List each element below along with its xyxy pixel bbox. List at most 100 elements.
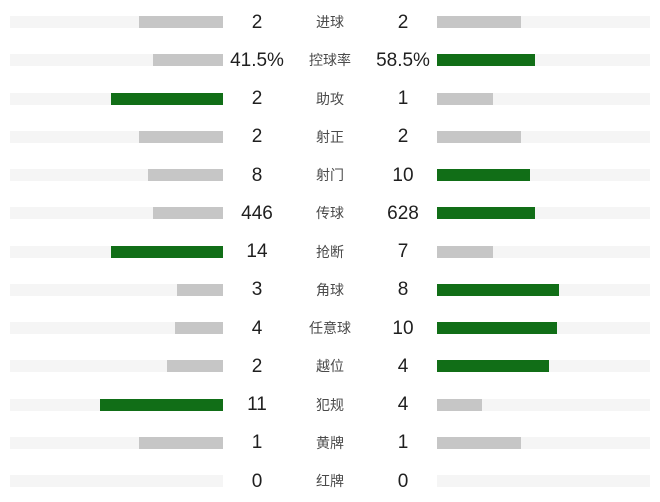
home-stat-value: 1 — [251, 432, 263, 454]
away-bar-fill — [437, 245, 493, 258]
away-stat-value: 1 — [397, 432, 409, 454]
stat-row: 2 助攻 1 — [0, 80, 660, 118]
stat-row: 1 黄牌 1 — [0, 424, 660, 462]
home-stat-value: 2 — [251, 88, 263, 110]
away-bar-track — [437, 245, 650, 258]
home-stat-value: 11 — [247, 394, 267, 416]
away-bar-track — [437, 322, 650, 335]
away-bar-track — [437, 398, 650, 411]
stat-row: 14 抢断 7 — [0, 233, 660, 271]
away-stat-value: 1 — [397, 88, 409, 110]
home-stat-value: 41.5% — [230, 49, 284, 71]
home-stat-value: 4 — [251, 317, 263, 339]
stat-label: 抢断 — [316, 243, 344, 260]
away-bar-fill — [437, 54, 535, 67]
stat-label: 角球 — [316, 281, 344, 298]
home-bar-track — [10, 283, 223, 296]
stat-row: 8 射门 10 — [0, 156, 660, 194]
home-bar-fill — [175, 322, 223, 335]
home-bar-track — [10, 169, 223, 182]
stat-label: 传球 — [316, 205, 344, 222]
away-stat-value: 4 — [397, 394, 409, 416]
home-bar-track — [10, 436, 223, 449]
away-bar-fill — [437, 436, 521, 449]
away-bar-fill — [437, 130, 521, 143]
away-bar-track — [437, 436, 650, 449]
home-bar-track — [10, 16, 223, 29]
home-stat-value: 2 — [251, 11, 263, 33]
home-stat-value: 2 — [251, 126, 263, 148]
away-stat-value: 8 — [397, 279, 409, 301]
away-stat-value: 2 — [397, 126, 409, 148]
stat-row: 2 越位 4 — [0, 347, 660, 385]
home-bar-track — [10, 92, 223, 105]
home-bar-track — [10, 245, 223, 258]
stat-row: 2 射正 2 — [0, 118, 660, 156]
away-bar-fill — [437, 360, 549, 373]
away-bar-track — [437, 475, 650, 488]
away-bar-fill — [437, 169, 530, 182]
away-stat-value: 628 — [387, 202, 419, 224]
away-bar-track — [437, 283, 650, 296]
away-bar-track — [437, 16, 650, 29]
home-bar-track — [10, 360, 223, 373]
home-bar-fill — [111, 245, 223, 258]
stat-label: 控球率 — [309, 52, 351, 69]
away-stat-value: 4 — [397, 355, 409, 377]
stat-label: 射门 — [316, 167, 344, 184]
home-stat-value: 3 — [251, 279, 263, 301]
away-stat-value: 58.5% — [376, 49, 430, 71]
home-bar-fill — [139, 436, 223, 449]
stat-label: 进球 — [316, 14, 344, 31]
home-stat-value: 0 — [251, 470, 263, 492]
stat-row: 3 角球 8 — [0, 271, 660, 309]
away-bar-fill — [437, 398, 482, 411]
home-bar-track — [10, 130, 223, 143]
stat-label: 任意球 — [309, 320, 351, 337]
stat-row: 0 红牌 0 — [0, 462, 660, 500]
stat-row: 11 犯规 4 — [0, 386, 660, 424]
away-bar-track — [437, 360, 650, 373]
away-stat-value: 10 — [392, 317, 414, 339]
away-bar-track — [437, 130, 650, 143]
stat-row: 2 进球 2 — [0, 3, 660, 41]
stat-label: 犯规 — [316, 396, 344, 413]
home-stat-value: 2 — [251, 355, 263, 377]
away-bar-track — [437, 169, 650, 182]
stat-label: 越位 — [316, 358, 344, 375]
home-stat-value: 8 — [251, 164, 263, 186]
home-bar-fill — [139, 130, 223, 143]
away-stat-value: 7 — [397, 241, 409, 263]
away-bar-fill — [437, 207, 535, 220]
away-stat-value: 10 — [392, 164, 414, 186]
home-bar-track — [10, 398, 223, 411]
away-bar-track — [437, 207, 650, 220]
away-bar-fill — [437, 16, 521, 29]
home-bar-track — [10, 54, 223, 67]
stat-label: 助攻 — [316, 90, 344, 107]
stat-row: 41.5% 控球率 58.5% — [0, 41, 660, 79]
home-bar-fill — [111, 92, 223, 105]
home-bar-fill — [153, 54, 223, 67]
stat-row: 4 任意球 10 — [0, 309, 660, 347]
away-stat-value: 0 — [397, 470, 409, 492]
stat-label: 黄牌 — [316, 434, 344, 451]
away-bar-fill — [437, 92, 493, 105]
home-bar-fill — [177, 283, 223, 296]
away-bar-track — [437, 54, 650, 67]
away-bar-fill — [437, 322, 557, 335]
stat-label: 射正 — [316, 128, 344, 145]
home-stat-value: 446 — [241, 202, 273, 224]
home-stat-value: 14 — [246, 241, 268, 263]
away-bar-track — [437, 92, 650, 105]
home-bar-fill — [148, 169, 223, 182]
home-bar-track — [10, 322, 223, 335]
away-bar-fill — [437, 283, 559, 296]
home-bar-track — [10, 207, 223, 220]
home-bar-track — [10, 475, 223, 488]
away-stat-value: 2 — [397, 11, 409, 33]
home-bar-fill — [153, 207, 223, 220]
stat-row: 446 传球 628 — [0, 194, 660, 232]
stat-label: 红牌 — [316, 473, 344, 490]
